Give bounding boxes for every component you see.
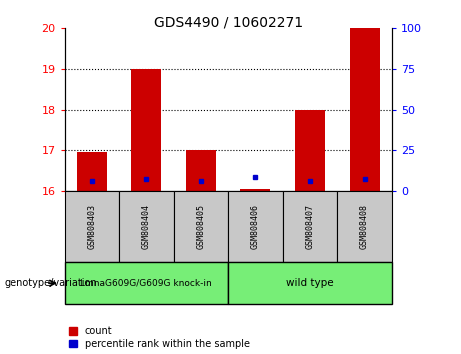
Bar	[228, 262, 392, 304]
Bar	[119, 191, 174, 262]
Text: GSM808405: GSM808405	[196, 204, 206, 249]
Bar	[186, 150, 216, 191]
Bar	[295, 110, 325, 191]
Bar	[337, 191, 392, 262]
Bar	[349, 28, 379, 191]
Text: GSM808403: GSM808403	[87, 204, 96, 249]
Text: genotype/variation: genotype/variation	[5, 278, 97, 288]
Bar	[283, 191, 337, 262]
Bar	[65, 191, 119, 262]
Bar	[241, 189, 271, 191]
Text: wild type: wild type	[286, 278, 334, 288]
Text: GDS4490 / 10602271: GDS4490 / 10602271	[154, 16, 303, 30]
Bar	[77, 153, 107, 191]
Bar	[131, 69, 161, 191]
Text: LmnaG609G/G609G knock-in: LmnaG609G/G609G knock-in	[81, 279, 212, 288]
Bar	[228, 191, 283, 262]
Text: GSM808404: GSM808404	[142, 204, 151, 249]
Text: GSM808408: GSM808408	[360, 204, 369, 249]
Bar	[65, 262, 228, 304]
Text: GSM808406: GSM808406	[251, 204, 260, 249]
Text: GSM808407: GSM808407	[306, 204, 314, 249]
Bar	[174, 191, 228, 262]
Legend: count, percentile rank within the sample: count, percentile rank within the sample	[70, 326, 250, 349]
